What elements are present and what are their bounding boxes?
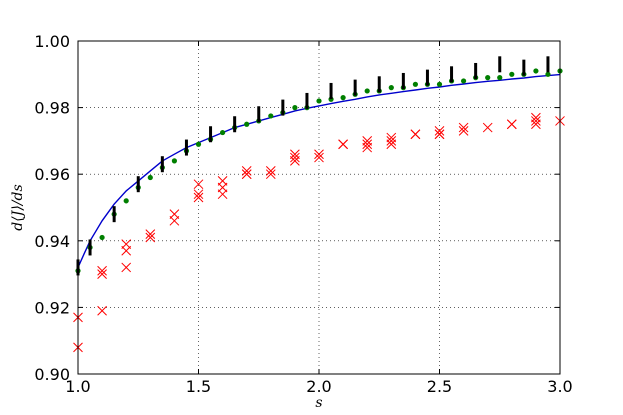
dot-point <box>195 141 202 147</box>
cross-marker <box>362 139 373 150</box>
cross-marker <box>362 142 373 153</box>
dot-point <box>244 121 250 127</box>
x-tick-label: 1.0 <box>65 377 90 396</box>
y-tick-label: 0.90 <box>34 365 70 384</box>
cross-marker <box>97 265 107 276</box>
dot-point <box>292 105 298 111</box>
y-tick-label: 1.00 <box>34 32 70 51</box>
cross-marker <box>145 229 156 239</box>
x-tick-label: 2.5 <box>427 377 452 396</box>
axis-ticks <box>77 40 561 375</box>
series-bars <box>76 56 550 276</box>
cross-marker <box>217 189 228 200</box>
dot-point <box>220 129 226 136</box>
series-layer <box>73 56 565 353</box>
dot-point <box>123 198 129 204</box>
dot-point <box>388 85 394 91</box>
cross-marker <box>97 269 107 279</box>
dot-point <box>412 81 418 87</box>
cross-marker <box>531 116 541 126</box>
cross-marker <box>314 152 324 163</box>
dot-point <box>340 95 346 101</box>
dot-point <box>364 88 370 94</box>
cross-marker <box>386 139 397 150</box>
y-tick-label: 0.98 <box>34 99 70 118</box>
cross-marker <box>265 169 276 180</box>
cross-marker <box>434 129 445 140</box>
cross-marker <box>121 262 132 273</box>
x-tick-label: 1.5 <box>186 377 211 396</box>
cross-marker <box>169 215 180 226</box>
dot-point <box>171 158 177 164</box>
y-axis-label: d⟨J⟩/ds <box>10 184 26 230</box>
dot-point <box>485 75 491 81</box>
dot-point <box>436 81 443 87</box>
dot-point <box>545 71 551 77</box>
cross-marker <box>121 245 132 256</box>
cross-marker <box>193 192 204 203</box>
tick-labels: 1.0 1.5 2.0 2.5 3.0 0.90 0.92 0.94 0.96 0.98 1.00 <box>34 32 572 396</box>
cross-marker <box>241 166 252 176</box>
series-dots <box>75 68 563 274</box>
cross-marker <box>531 119 541 130</box>
dot-point <box>268 113 274 119</box>
cross-marker <box>410 129 421 140</box>
cross-marker <box>386 136 397 146</box>
x-axis-label: s <box>315 395 322 411</box>
dot-point <box>99 234 105 241</box>
cross-marker <box>265 166 276 176</box>
x-tick-label: 3.0 <box>547 377 572 396</box>
cross-marker <box>290 156 300 166</box>
cross-marker <box>506 119 517 130</box>
cross-marker <box>145 232 156 243</box>
dot-point <box>316 98 322 104</box>
grid <box>77 40 561 375</box>
cross-marker <box>193 189 204 200</box>
cross-marker <box>193 179 204 190</box>
cross-marker <box>290 152 300 163</box>
plot-frame <box>77 40 561 375</box>
cross-marker <box>241 169 252 180</box>
dot-point <box>461 78 467 84</box>
y-tick-label: 0.94 <box>34 232 70 251</box>
x-tick-label: 2.0 <box>306 377 331 396</box>
cross-marker <box>458 122 469 133</box>
cross-marker <box>338 139 348 150</box>
cross-marker <box>314 149 324 160</box>
dot-point <box>497 75 503 81</box>
dot-point <box>533 68 539 74</box>
cross-marker <box>434 126 445 136</box>
cross-marker <box>458 126 469 136</box>
dot-point <box>509 71 515 77</box>
y-tick-label: 0.96 <box>34 165 70 184</box>
series-crosses <box>73 112 565 353</box>
dot-point <box>147 174 153 181</box>
y-tick-label: 0.92 <box>34 298 70 317</box>
cross-marker <box>482 122 493 133</box>
cross-marker <box>97 305 107 316</box>
